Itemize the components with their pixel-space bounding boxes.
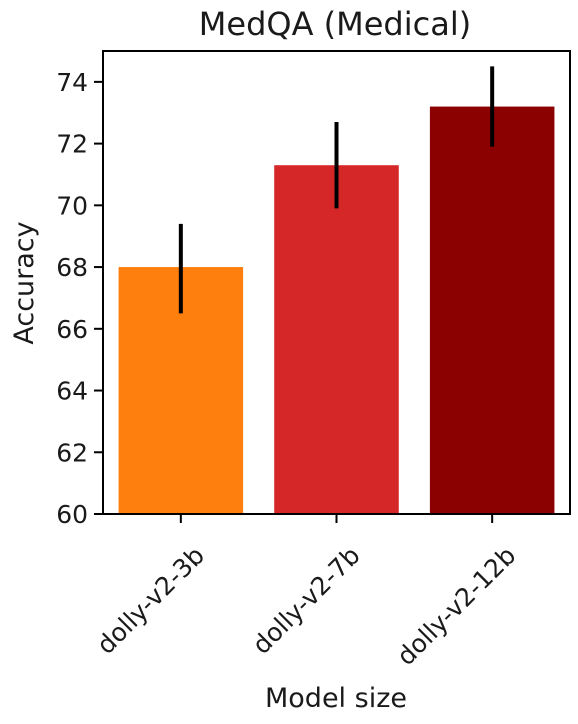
- x-tick-label: dolly-v2-3b: [91, 541, 210, 660]
- x-tick-label: dolly-v2-12b: [391, 541, 521, 671]
- bar-dolly-v2-7b: [274, 165, 399, 514]
- y-axis: 60 62 64 66 68 70 72 74: [56, 68, 103, 529]
- chart-title: MedQA (Medical): [199, 5, 471, 43]
- bar-dolly-v2-12b: [429, 106, 555, 514]
- x-axis: dolly-v2-3b dolly-v2-7b dolly-v2-12b: [91, 514, 521, 671]
- y-axis-label: Accuracy: [9, 221, 40, 344]
- error-bars-layer: [178, 66, 495, 314]
- y-tick-label: 72: [56, 130, 88, 159]
- y-tick-label: 74: [56, 68, 88, 97]
- x-tick-label: dolly-v2-7b: [247, 541, 366, 660]
- x-axis-label: Model size: [265, 683, 407, 714]
- y-tick-label: 60: [56, 500, 88, 529]
- y-tick-label: 66: [56, 315, 88, 344]
- y-tick-label: 64: [56, 377, 88, 406]
- y-tick-label: 62: [56, 438, 88, 467]
- y-tick-label: 68: [56, 253, 88, 282]
- y-tick-label: 70: [56, 191, 88, 220]
